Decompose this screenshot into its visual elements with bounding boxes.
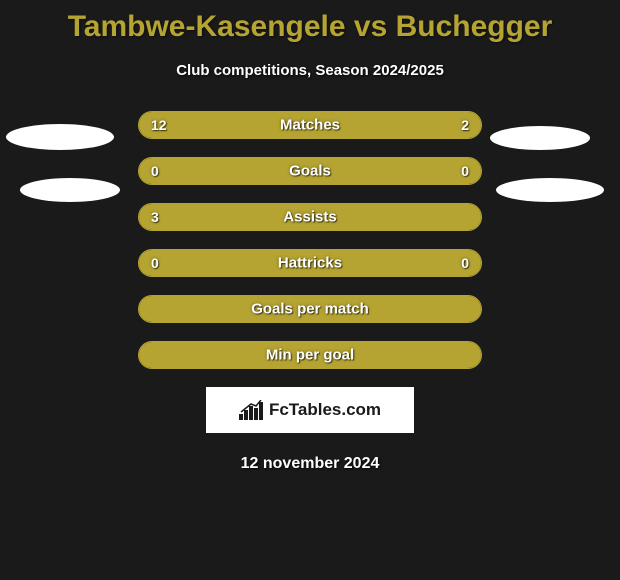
bar-label: Goals per match (139, 301, 481, 318)
date-text: 12 november 2024 (0, 455, 620, 473)
stat-bar: Assists3 (138, 203, 482, 231)
stats-container: Matches122Goals00Assists3Hattricks00Goal… (0, 111, 620, 369)
stat-bar: Goals per match (138, 295, 482, 323)
player-ellipse (20, 178, 120, 202)
stat-bar: Matches12 2 (138, 111, 482, 139)
page-subtitle: Club competitions, Season 2024/2025 (0, 62, 620, 79)
stat-bar: Goals0 0 (138, 157, 482, 185)
bar-value-left: 3 (151, 209, 159, 225)
player-ellipse (490, 126, 590, 150)
bar-label: Matches (139, 117, 481, 134)
bar-value-right: 2 (461, 117, 469, 133)
page-title: Tambwe-Kasengele vs Buchegger (0, 0, 620, 44)
stat-bar: Hattricks0 0 (138, 249, 482, 277)
bar-label: Min per goal (139, 347, 481, 364)
bar-label: Goals (139, 163, 481, 180)
bar-label: Hattricks (139, 255, 481, 272)
player-ellipse (496, 178, 604, 202)
bar-value-left: 0 (151, 163, 159, 179)
bar-value-left: 0 (151, 255, 159, 271)
brand-text: FcTables.com (269, 400, 381, 420)
bars-icon (239, 400, 265, 420)
bar-label: Assists (139, 209, 481, 226)
brand-box: FcTables.com (206, 387, 414, 433)
stat-bar: Min per goal (138, 341, 482, 369)
bar-value-right: 0 (461, 163, 469, 179)
player-ellipse (6, 124, 114, 150)
bar-value-right: 0 (461, 255, 469, 271)
bar-value-left: 12 (151, 117, 167, 133)
